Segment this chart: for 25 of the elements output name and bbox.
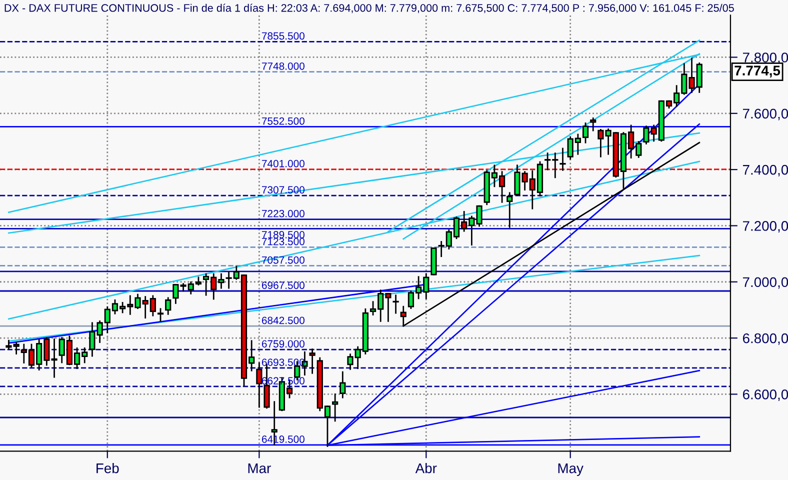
ref-line-label: 7189.500 [262,231,304,238]
x-tick-label: Abr [415,463,437,474]
ref-line-label: 6842.500 [262,316,304,324]
y-tick-label: 7.400,0 [742,164,788,176]
chart-title: DX - DAX FUTURE CONTINUOUS - Fin de día 1 días H: 22:03 A: 7.694,000 M: 7.779,000 m: 7.675,500 C: 7.774,500 P : 7.956,000 V: 161.045 F: 25/05 [4,4,734,14]
y-tick-label: 7.600,0 [742,108,788,120]
ref-line-label: 7223.000 [262,210,304,218]
x-tick-label: Mar [248,464,271,474]
ref-line-label: 7401.000 [262,160,304,168]
y-tick-label: 6.600,0 [742,390,788,402]
y-tick-label: 6.800,0 [742,333,788,345]
ref-line-label: 7123.500 [262,238,304,246]
ref-line-label: 7855.500 [262,32,304,40]
text: 7.774,5 [734,66,780,78]
y-tick-label: 7.200,0 [742,221,788,233]
y-tick-label: 7.000,0 [742,277,788,289]
x-tick-label: May [558,464,584,476]
ref-line-label: 7057.500 [262,256,304,264]
ref-line-label: 7552.500 [262,117,304,125]
y-tick-label: 7.800,0 [742,52,788,64]
ref-line-label: 6759.000 [262,340,304,348]
ref-line-label: 6967.500 [262,282,304,290]
ref-line-label: 7748.000 [262,62,304,70]
x-tick-label: Feb [96,463,119,474]
ref-line-label: 7307.500 [262,186,304,194]
